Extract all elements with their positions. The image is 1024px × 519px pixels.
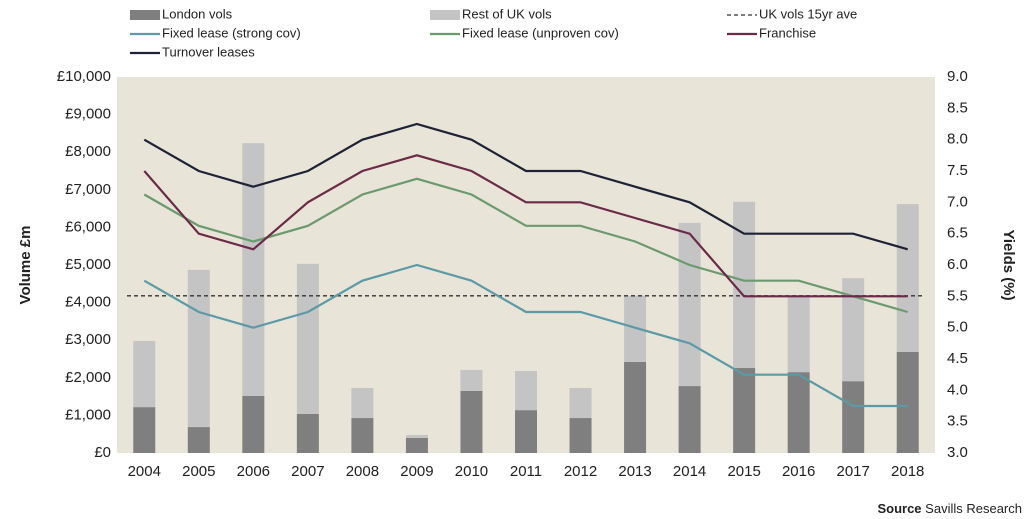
legend-swatch — [130, 10, 160, 20]
x-tick-label: 2006 — [237, 463, 270, 480]
bar — [515, 410, 537, 453]
bar — [733, 368, 756, 453]
line-series — [143, 263, 908, 408]
legend-label: Fixed lease (unproven cov) — [462, 25, 619, 40]
bar — [624, 362, 647, 453]
y2-tick-label: 6.0 — [947, 256, 968, 273]
legend-label: Fixed lease (strong cov) — [162, 25, 301, 40]
y-tick-label: £7,000 — [65, 181, 111, 198]
bar — [405, 434, 428, 438]
legend-label: UK vols 15yr ave — [759, 6, 857, 21]
line-series — [143, 154, 908, 298]
x-tick-label: 2013 — [618, 463, 651, 480]
y2-tick-label: 3.5 — [947, 413, 968, 430]
y2-tick-label: 7.5 — [947, 162, 968, 179]
bar — [187, 427, 210, 453]
y2-tick-label: 4.0 — [947, 381, 968, 398]
y-tick-label: £8,000 — [65, 143, 111, 160]
bar — [351, 418, 374, 453]
bar — [242, 143, 265, 396]
legend-label: Rest of UK vols — [462, 6, 552, 21]
x-tick-label: 2015 — [727, 463, 760, 480]
bar — [896, 204, 919, 352]
x-tick-label: 2012 — [564, 463, 597, 480]
bar — [569, 387, 592, 419]
bar — [296, 413, 319, 453]
bar — [460, 369, 483, 391]
y2-tick-label: 5.0 — [947, 319, 968, 336]
x-tick-label: 2007 — [291, 463, 324, 480]
legend-label: Franchise — [759, 25, 816, 40]
y2-tick-label: 3.0 — [947, 444, 968, 461]
x-tick-label: 2017 — [837, 463, 870, 480]
bar — [460, 390, 483, 453]
bar — [515, 371, 537, 411]
y-tick-label: £0 — [94, 444, 111, 461]
bar — [787, 372, 810, 453]
bar — [787, 295, 810, 373]
y2-tick-label: 5.5 — [947, 287, 968, 304]
bar — [405, 437, 428, 453]
x-tick-label: 2004 — [128, 463, 161, 480]
y2-tick-label: 4.5 — [947, 350, 968, 367]
bar — [733, 201, 756, 369]
y-tick-label: £5,000 — [65, 256, 111, 273]
y-tick-label: £9,000 — [65, 106, 111, 123]
y-tick-label: £3,000 — [65, 331, 111, 348]
y-tick-label: £4,000 — [65, 294, 111, 311]
source-label: Source — [877, 501, 921, 516]
legend-swatch — [430, 10, 460, 20]
source-note: Source Savills Research — [877, 501, 1022, 516]
bar — [624, 295, 647, 363]
line-series — [143, 122, 909, 251]
y2-tick-label: 7.0 — [947, 193, 968, 210]
legend-label: London vols — [162, 6, 233, 21]
source-text: Savills Research — [925, 501, 1022, 516]
y-tick-label: £10,000 — [57, 68, 111, 85]
y2-tick-label: 8.5 — [947, 99, 968, 116]
bar — [896, 351, 919, 453]
x-tick-label: 2011 — [510, 463, 542, 480]
bar — [296, 263, 319, 414]
x-tick-label: 2005 — [182, 463, 215, 480]
bar — [133, 407, 156, 453]
bar — [842, 381, 865, 453]
y2-tick-label: 8.0 — [947, 131, 968, 148]
legend-label: Turnover leases — [162, 44, 255, 59]
y-tick-label: £1,000 — [65, 406, 111, 423]
bar — [351, 387, 374, 419]
y2-tick-label: 6.5 — [947, 225, 968, 242]
y-axis-label: Volume £m — [17, 226, 34, 305]
x-tick-label: 2018 — [891, 463, 924, 480]
bar — [678, 222, 701, 387]
x-tick-label: 2010 — [455, 463, 488, 480]
bar — [842, 278, 865, 382]
bar — [242, 395, 265, 453]
bar — [187, 269, 210, 428]
bar — [569, 418, 592, 453]
line-series — [143, 177, 909, 314]
bar — [133, 340, 156, 408]
y-tick-label: £6,000 — [65, 218, 111, 235]
x-tick-label: 2014 — [673, 463, 706, 480]
y-tick-label: £2,000 — [65, 369, 111, 386]
bar — [678, 386, 701, 453]
y2-tick-label: 9.0 — [947, 68, 968, 85]
y2-axis-label: Yields (%) — [1000, 229, 1017, 300]
x-tick-label: 2016 — [782, 463, 815, 480]
x-tick-label: 2008 — [346, 463, 379, 480]
x-tick-label: 2009 — [400, 463, 433, 480]
